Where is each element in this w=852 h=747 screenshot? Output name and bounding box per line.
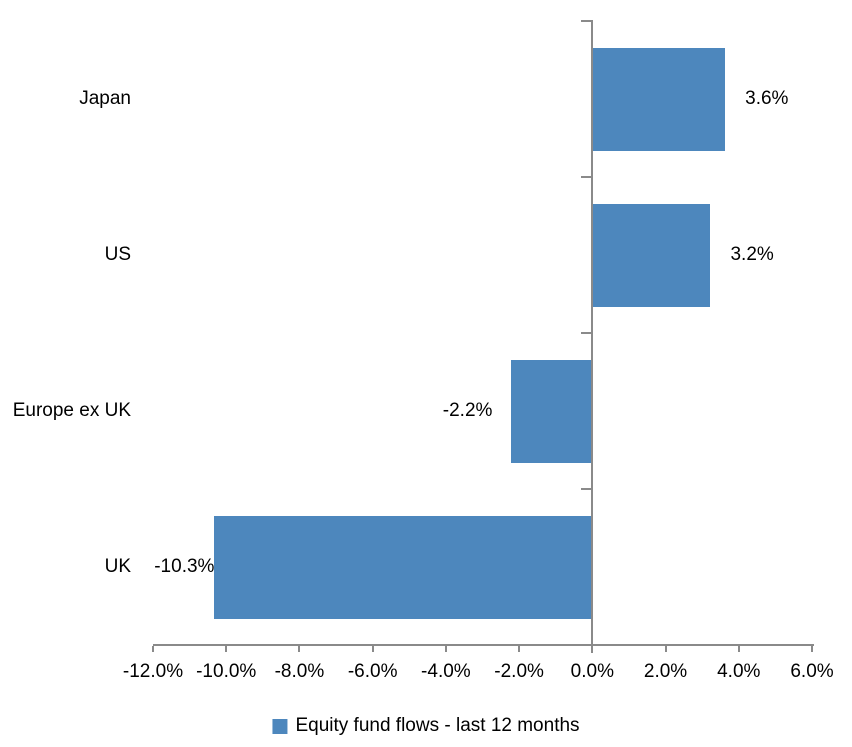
x-tick-label-neg6: -6.0% (347, 661, 398, 682)
value-label-japan: 3.6% (745, 88, 789, 109)
category-label-europe-ex-uk: Europe ex UK (12, 400, 131, 421)
bar-us (593, 203, 711, 307)
x-tick-label-neg10: -10.0% (196, 661, 257, 682)
x-tick-label-neg2: -2.0% (494, 661, 544, 682)
x-axis-tick (664, 646, 667, 652)
x-tick-label-neg12: -12.0% (122, 661, 184, 682)
y-axis-tick (581, 332, 592, 334)
bar-europe-ex-uk (510, 359, 592, 463)
x-axis-tick (737, 646, 740, 652)
x-axis-tick (371, 646, 374, 652)
x-axis-line (153, 644, 814, 646)
x-axis-tick (811, 646, 813, 652)
x-axis-tick (152, 646, 154, 652)
legend: Equity fund flows - last 12 months (272, 711, 580, 741)
value-label-us: 3.2% (730, 244, 774, 265)
value-label-europe-ex-uk: -2.2% (442, 400, 493, 421)
value-label-uk: -10.3% (154, 556, 215, 577)
x-tick-label-6: 6.0% (790, 661, 834, 682)
category-label-uk: UK (104, 556, 131, 577)
y-axis-tick (581, 176, 592, 178)
legend-label: Equity fund flows - last 12 months (295, 715, 580, 736)
x-tick-label-2: 2.0% (643, 661, 688, 682)
y-axis-tick (581, 488, 592, 490)
legend-swatch-icon (272, 718, 288, 734)
x-tick-label-neg8: -8.0% (274, 661, 325, 682)
bar-japan (593, 47, 726, 151)
y-axis-line (591, 20, 594, 653)
x-axis-tick (225, 646, 228, 652)
category-label-us: US (104, 244, 131, 265)
y-axis-tick (581, 20, 592, 22)
x-tick-label-4: 4.0% (717, 661, 761, 682)
category-label-japan: Japan (79, 88, 131, 109)
x-axis-tick (298, 646, 301, 652)
x-axis-tick (518, 646, 521, 652)
x-tick-label-neg4: -4.0% (421, 661, 471, 682)
x-tick-label-0: 0.0% (570, 661, 614, 682)
x-axis-tick (444, 646, 447, 652)
bar-uk (214, 515, 592, 619)
